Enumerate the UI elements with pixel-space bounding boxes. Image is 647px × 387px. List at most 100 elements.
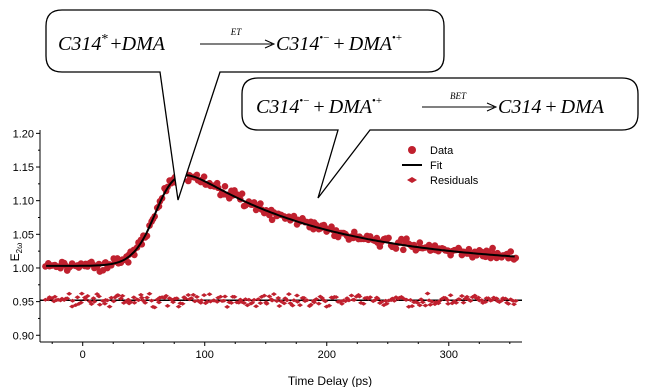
data-point	[125, 259, 132, 266]
data-point	[489, 244, 496, 252]
arrow-bet-head	[486, 102, 498, 112]
residual-point	[294, 299, 301, 304]
residual-point	[453, 300, 460, 305]
data-point	[416, 239, 424, 246]
residual-point	[91, 299, 98, 304]
equation-back-et-products: C314 + DMA	[498, 96, 605, 118]
residual-point	[456, 297, 463, 302]
y-ticks: 0.90 0.95 1.00 1.05 1.10 1.15 1.20	[13, 128, 40, 342]
residual-point	[418, 297, 425, 302]
residual-point	[263, 301, 270, 306]
residual-point	[276, 304, 283, 308]
arrow-label-et: ET	[230, 27, 242, 37]
residual-points	[42, 291, 519, 310]
residual-point	[190, 292, 197, 297]
legend-fit-label: Fit	[430, 160, 442, 172]
residual-point	[294, 293, 300, 298]
residual-point	[163, 293, 170, 298]
x-tick-label: 100	[196, 349, 214, 361]
residual-point	[251, 297, 258, 302]
residual-point	[261, 293, 268, 298]
data-point	[238, 190, 246, 197]
residual-point	[88, 302, 95, 306]
residual-point	[338, 301, 345, 306]
legend-data-label: Data	[430, 145, 454, 157]
residual-point	[253, 304, 260, 309]
data-point	[400, 246, 407, 254]
x-tick-label: 0	[80, 349, 86, 361]
data-point	[200, 173, 208, 180]
residual-point	[445, 301, 452, 306]
residual-point	[131, 300, 138, 305]
residual-point	[144, 295, 150, 300]
residual-point	[444, 298, 451, 303]
residual-point	[424, 291, 431, 296]
legend-data-marker	[408, 146, 416, 154]
residual-point	[214, 299, 221, 304]
data-point	[257, 200, 264, 207]
residual-point	[407, 298, 414, 302]
data-point	[385, 234, 392, 242]
residual-point	[148, 298, 155, 303]
residual-point	[164, 303, 171, 308]
residual-point	[511, 302, 517, 307]
legend-residuals-label: Residuals	[430, 175, 479, 187]
residual-point	[322, 299, 329, 304]
residual-point	[241, 301, 248, 305]
residual-point	[391, 298, 398, 303]
residual-point	[201, 293, 208, 298]
residual-point	[419, 300, 426, 305]
residual-point	[281, 301, 288, 306]
equation-back-et: C314•− + DMA•+	[256, 95, 382, 118]
residual-point	[82, 297, 89, 302]
residual-point	[90, 296, 97, 301]
residual-point	[179, 301, 186, 306]
residual-point	[151, 305, 158, 310]
data-point	[268, 216, 276, 224]
residual-point	[185, 293, 192, 297]
residual-point	[307, 302, 314, 307]
residual-point	[409, 304, 416, 309]
y-tick-label: 1.10	[13, 196, 34, 208]
residual-point	[285, 292, 292, 297]
residual-point	[69, 298, 76, 303]
residual-point	[289, 303, 296, 308]
residual-point	[244, 303, 251, 308]
residual-point	[464, 294, 470, 299]
residual-point	[374, 296, 381, 301]
residual-point	[416, 303, 423, 308]
residual-point	[96, 294, 102, 299]
residual-point	[224, 304, 231, 309]
data-points	[42, 167, 520, 275]
residual-point	[313, 297, 320, 302]
residual-point	[512, 298, 519, 303]
residual-point	[284, 298, 290, 303]
residual-point	[255, 297, 262, 302]
residual-point	[130, 295, 137, 300]
residual-point	[104, 298, 111, 303]
residual-point	[367, 295, 374, 300]
residual-point	[300, 295, 307, 300]
data-point	[398, 235, 405, 243]
residual-point	[228, 300, 235, 305]
residual-point	[249, 300, 256, 305]
residual-point	[137, 292, 144, 297]
residual-point	[427, 302, 434, 307]
residual-point	[297, 303, 303, 308]
data-point	[403, 235, 410, 242]
residual-point	[482, 299, 489, 304]
residual-point	[108, 295, 115, 300]
residual-point	[447, 293, 454, 298]
legend: Data Fit Residuals	[402, 145, 479, 187]
residual-point	[84, 294, 91, 298]
residual-point	[220, 298, 227, 303]
residual-point	[351, 297, 358, 302]
residual-point	[360, 301, 367, 306]
residual-point	[269, 298, 276, 303]
residual-point	[460, 300, 467, 305]
y-tick-label: 1.05	[13, 229, 34, 241]
residual-point	[173, 296, 180, 301]
residual-point	[146, 291, 153, 296]
y-tick-label: 1.15	[13, 162, 34, 174]
